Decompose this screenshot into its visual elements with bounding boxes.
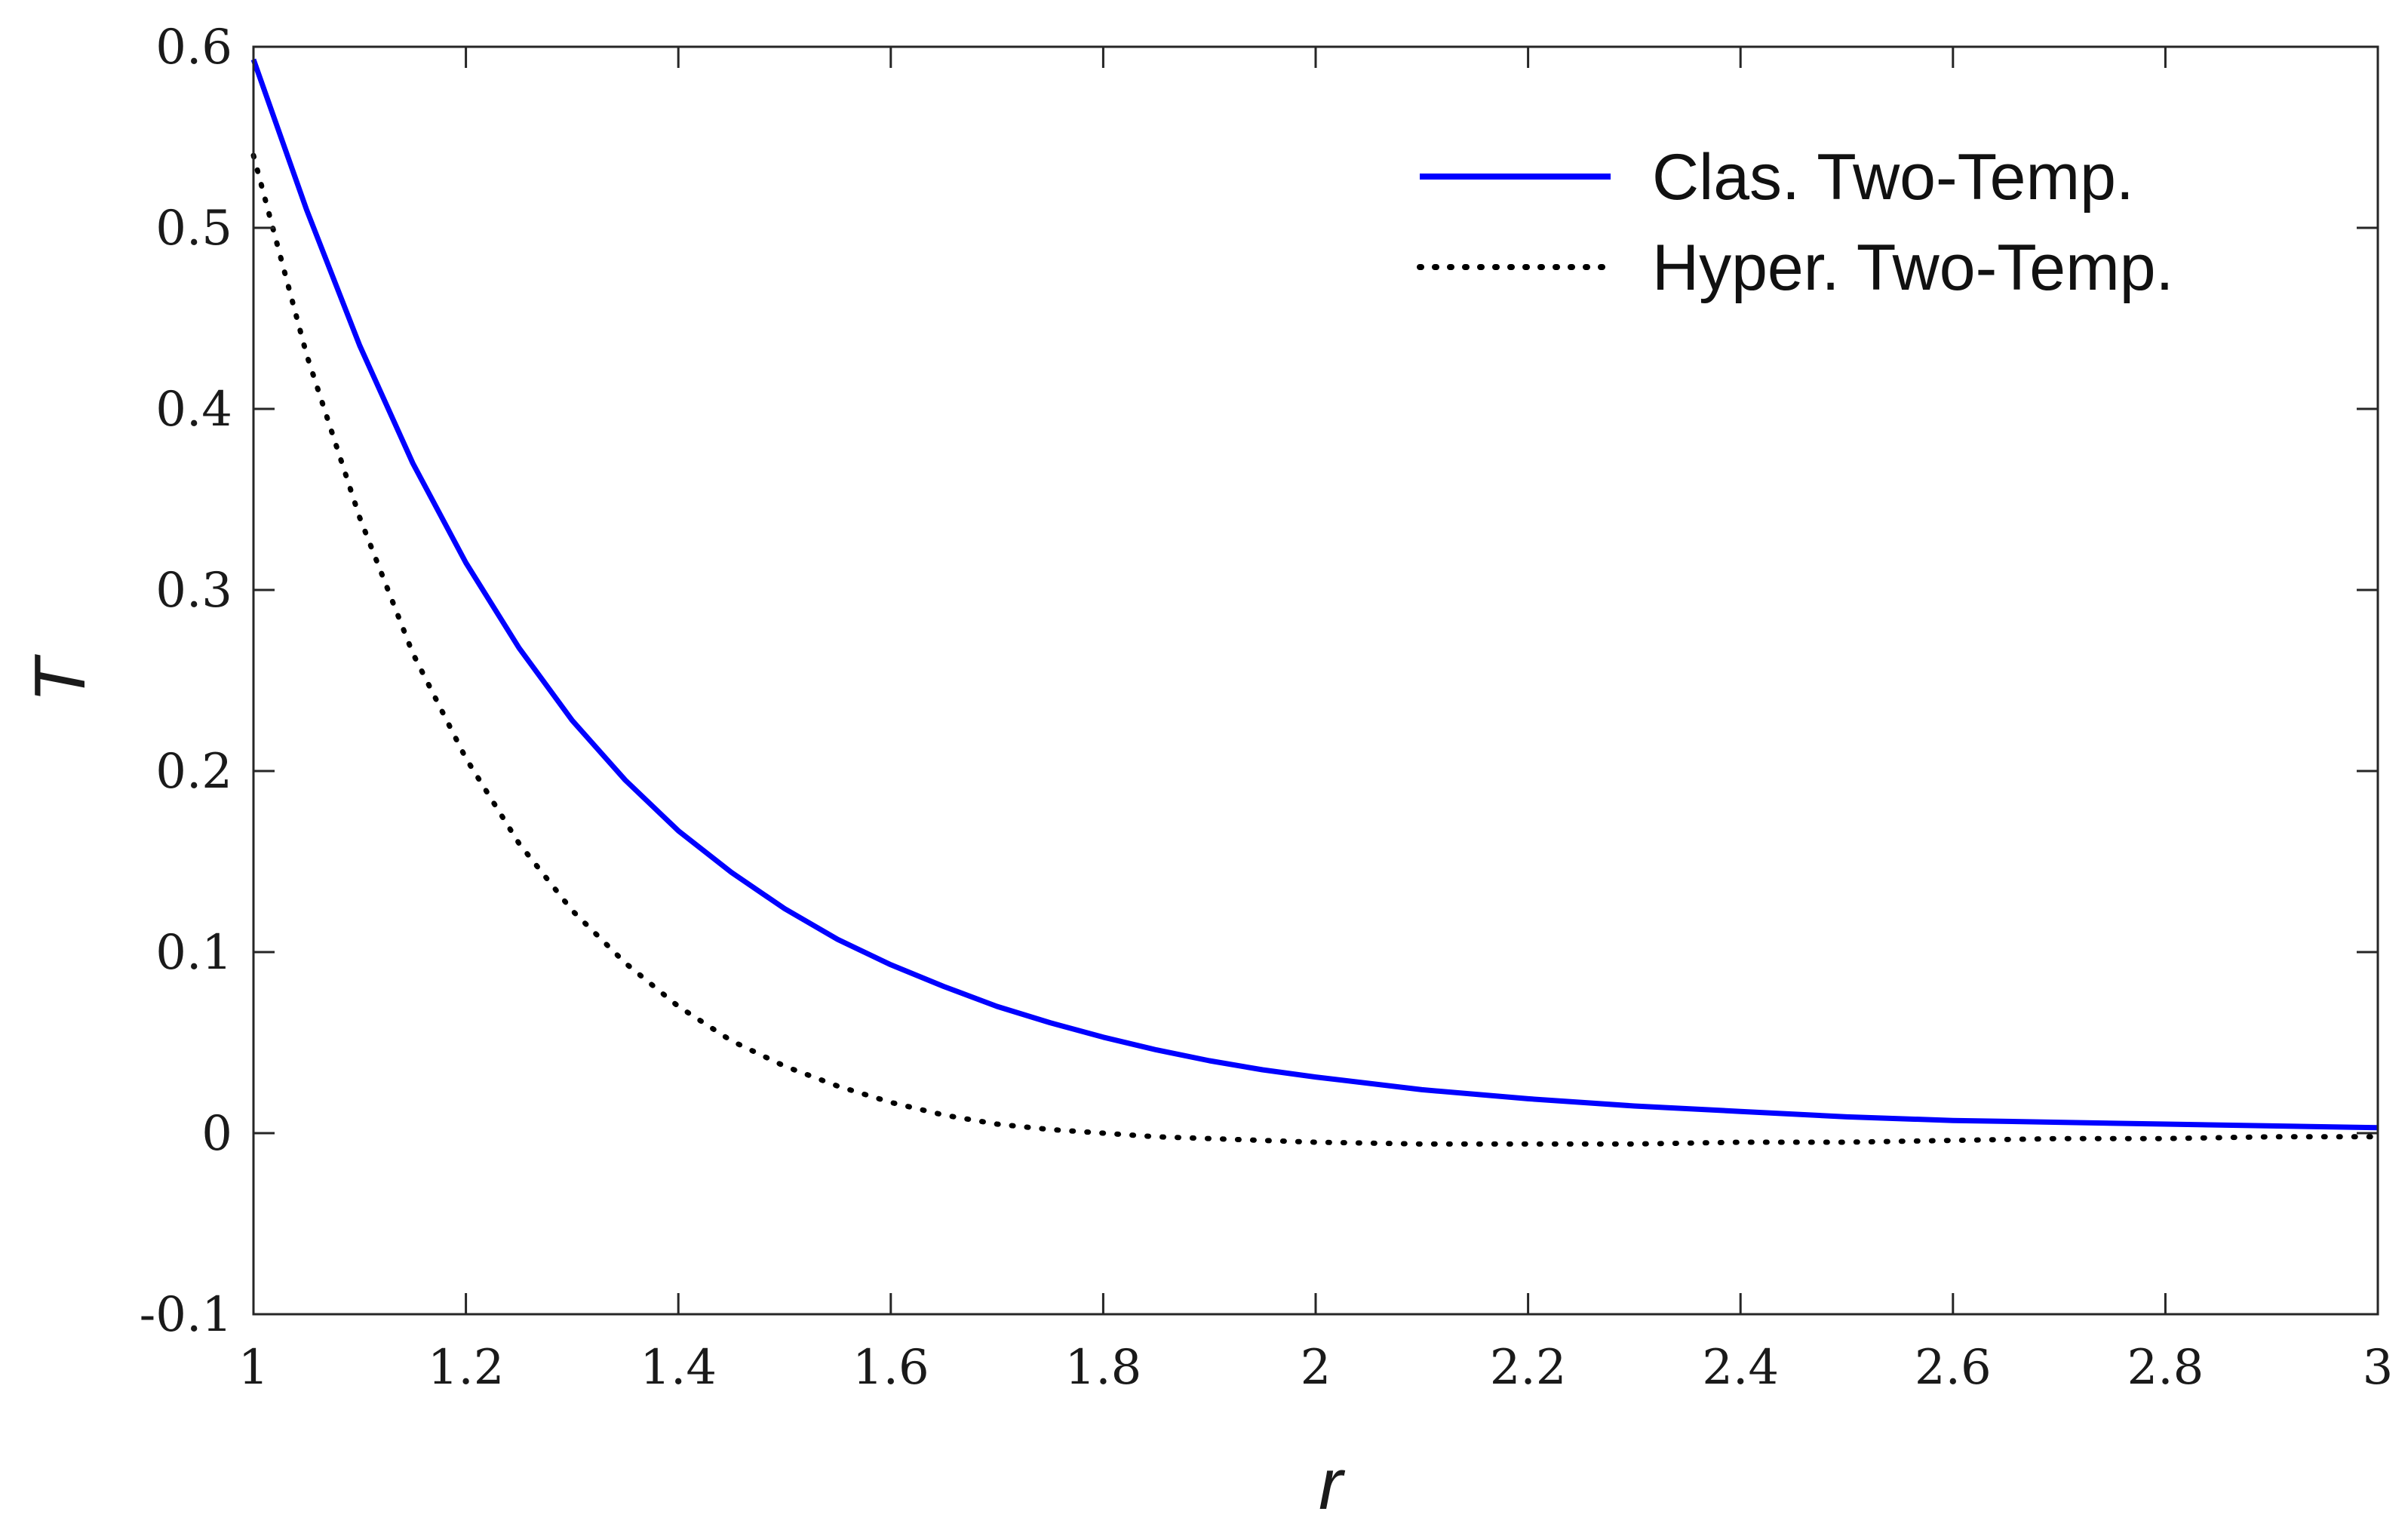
x-tick-label: 1.8	[1065, 1340, 1142, 1396]
series-line-clas	[250, 58, 2379, 1131]
y-tick-label: 0.1	[155, 925, 232, 981]
y-tick-label: 0	[201, 1106, 232, 1162]
x-tick-label: 2.8	[2127, 1340, 2204, 1396]
series-line-hyper	[250, 152, 2381, 1147]
y-tick-label: 0.2	[155, 744, 232, 800]
x-tick-label: 2	[1301, 1340, 1331, 1396]
y-axis: -0.1 0 0.1 0.2 0.3 0.4 0.5 0.6	[140, 20, 2378, 1343]
x-tick-label: 2.4	[1702, 1340, 1779, 1396]
x-axis: 1 1.2 1.4 1.6 1.8 2 2.2 2.4 2.6 2.8 3	[238, 47, 2394, 1396]
series-layer	[250, 58, 2381, 1147]
x-tick-label: 1	[238, 1340, 269, 1396]
x-tick-label: 1.4	[640, 1340, 717, 1396]
y-tick-label: 0.4	[155, 382, 232, 438]
y-axis-title: T	[20, 653, 100, 702]
y-tick-label: 0.3	[155, 563, 232, 619]
y-tick-label: 0.5	[155, 201, 232, 257]
x-tick-label: 2.6	[1915, 1340, 1992, 1396]
legend: Clas. Two-Temp. Hyper. Two-Temp.	[1417, 141, 2173, 304]
y-tick-label: 0.6	[155, 20, 232, 75]
x-tick-label: 1.6	[852, 1340, 929, 1396]
x-tick-label: 3	[2363, 1340, 2394, 1396]
x-axis-title: r	[1319, 1444, 1346, 1525]
legend-label-clas: Clas. Two-Temp.	[1652, 141, 2134, 214]
legend-label-hyper: Hyper. Two-Temp.	[1652, 232, 2173, 304]
x-tick-label: 1.2	[428, 1340, 505, 1396]
y-tick-label: -0.1	[140, 1287, 232, 1343]
x-tick-label: 2.2	[1490, 1340, 1567, 1396]
